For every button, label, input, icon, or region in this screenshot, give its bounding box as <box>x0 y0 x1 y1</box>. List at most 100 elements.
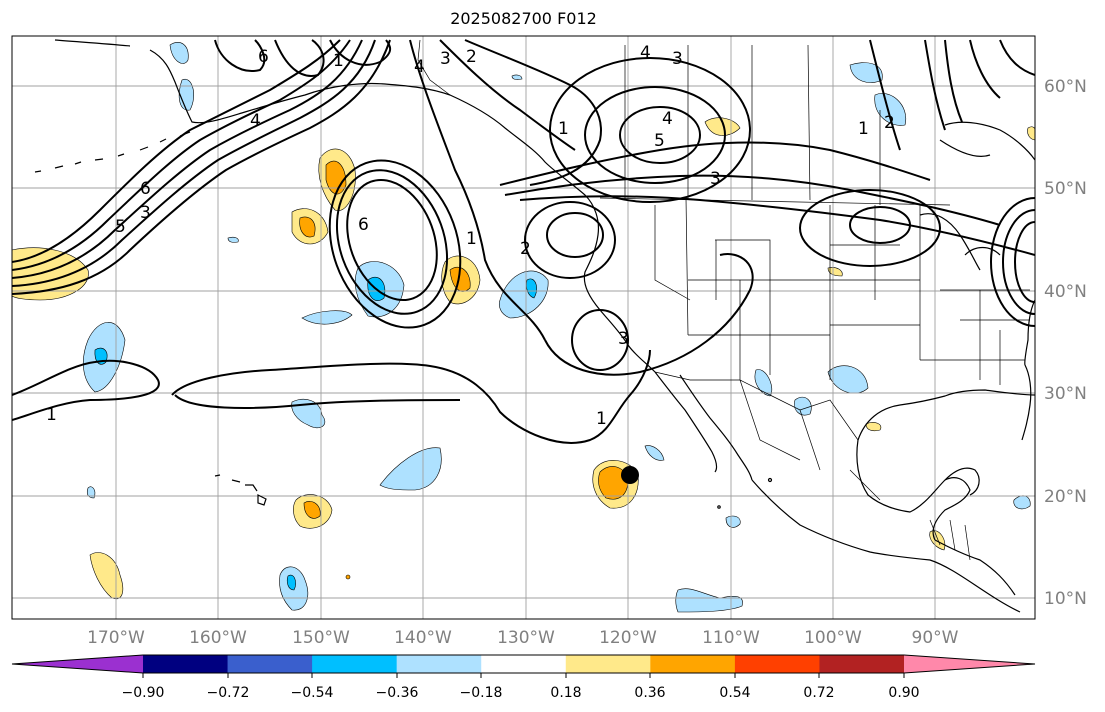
coast-alaska <box>54 39 656 373</box>
contour-label: 1 <box>466 229 477 249</box>
shade-orange-b <box>299 216 316 238</box>
coastlines <box>34 39 1035 613</box>
contour-east-low-1 <box>1014 221 1035 303</box>
colorbar-tick-label: −0.72 <box>207 685 250 701</box>
contour-label: 1 <box>558 119 569 139</box>
lat-label: 60°N <box>1044 77 1087 97</box>
border-us-canada <box>599 197 951 206</box>
contour-east-1 <box>869 39 1035 151</box>
coast-gulf <box>856 389 1035 541</box>
contour-label: 3 <box>440 49 451 69</box>
shade-yellow-k <box>1027 126 1035 141</box>
colorbar-extend-high <box>904 655 1035 673</box>
colorbar-segments <box>11 654 1036 674</box>
lon-label: 170°W <box>87 628 145 648</box>
contour-cutoff-2 <box>546 212 604 258</box>
contour-label: 4 <box>414 57 425 77</box>
lon-label: 140°W <box>394 628 452 648</box>
contour-mid-loop <box>544 253 754 376</box>
shade-blue-n <box>725 515 741 528</box>
lon-label: 130°W <box>497 628 555 648</box>
shade-yellow-g <box>89 552 124 600</box>
aleutians <box>34 131 191 173</box>
location-marker <box>621 466 639 484</box>
political-borders <box>417 39 1030 561</box>
map-frame <box>11 35 1036 620</box>
contour-label: 1 <box>858 119 869 139</box>
contour-north-b <box>274 39 325 77</box>
lon-label: 160°W <box>189 628 247 648</box>
coast-mexico <box>751 479 1021 613</box>
contour-trough-1 <box>409 39 546 341</box>
shade-yellow-i <box>865 422 882 432</box>
border-us-mexico <box>654 371 859 441</box>
shade-blue-r <box>1013 495 1031 510</box>
border-alaska <box>417 39 451 96</box>
lon-label: 110°W <box>702 628 760 648</box>
lon-label: 100°W <box>804 628 862 648</box>
lon-label: 150°W <box>292 628 350 648</box>
colorbar-tick-label: 0.90 <box>888 685 919 701</box>
lat-label: 10°N <box>1044 589 1087 609</box>
contour-east-low-2 <box>1002 209 1035 315</box>
coast-central-america <box>934 539 1016 596</box>
lat-label: 20°N <box>1044 487 1087 507</box>
contour-1-top <box>174 394 461 409</box>
shade-orange-e <box>598 466 629 500</box>
shade-blue-i <box>291 399 326 429</box>
shade-yellow-h <box>827 267 843 277</box>
contour-1-south <box>12 359 160 421</box>
contour-label: 6 <box>140 179 151 199</box>
colorbar-segment <box>819 655 905 673</box>
contour-nest-w4 <box>12 39 376 287</box>
shade-blue-q <box>827 365 869 394</box>
shade-orange-c <box>449 266 471 292</box>
contour-high-5 <box>799 189 941 267</box>
contour-east-low-3 <box>990 197 1035 327</box>
colorbar-tick-labels: −0.90 −0.72 −0.54 −0.36 −0.18 0.18 0.36 … <box>122 685 920 701</box>
contour-1-mid <box>171 349 651 444</box>
contour-label: 3 <box>672 49 683 69</box>
shade-blue-a <box>169 41 189 64</box>
contour-trough-3 <box>464 39 602 186</box>
shade-blue-h2 <box>526 278 537 299</box>
contour-label: 2 <box>884 113 895 133</box>
colorbar-tick-label: 0.36 <box>634 685 665 701</box>
shade-blue-t <box>227 236 239 243</box>
contour-ridge-1 <box>499 141 931 186</box>
contour-high-3 <box>549 57 751 203</box>
contour-label: 1 <box>596 409 607 429</box>
map-panel <box>12 36 1035 619</box>
lon-label: 120°W <box>599 628 657 648</box>
contour-label: 5 <box>115 217 126 237</box>
shade-blue-d <box>874 93 907 126</box>
contour-low-1 <box>346 178 438 302</box>
contour-low-3 <box>328 159 462 329</box>
colorbar-segment <box>650 655 736 673</box>
contour-label: 3 <box>618 329 629 349</box>
colorbar-segment <box>396 655 482 673</box>
colorbar-tick-label: 0.72 <box>803 685 834 701</box>
shade-orange-dot <box>345 574 351 580</box>
colorbar: −0.90 −0.72 −0.54 −0.36 −0.18 0.18 0.36 … <box>11 654 1036 701</box>
colorbar-segment <box>143 655 229 673</box>
colorbar-tick-label: −0.36 <box>376 685 419 701</box>
longitude-labels: 170°W 160°W 150°W 140°W 130°W 120°W 110°… <box>87 628 959 648</box>
coast-hudson <box>939 121 1035 161</box>
colorbar-extend-low <box>12 655 143 673</box>
hawaii <box>214 474 267 506</box>
contour-label-group: 1 1 1 1 1 1 2 2 2 3 3 3 3 3 4 4 4 4 5 5 … <box>46 43 895 429</box>
contour-high-1 <box>619 106 701 164</box>
lat-label: 40°N <box>1044 282 1087 302</box>
shade-blue-m <box>644 445 665 461</box>
shaded-anomaly-areas <box>12 41 1035 613</box>
colorbar-tick-label: −0.18 <box>460 685 503 701</box>
shade-blue-j <box>379 447 442 491</box>
shade-orange-a <box>325 160 347 195</box>
contour-label: 2 <box>520 239 531 259</box>
contour-label: 5 <box>654 131 665 151</box>
contour-low-2 <box>335 169 449 315</box>
colorbar-segment <box>227 655 313 673</box>
latitude-labels: 60°N 50°N 40°N 30°N 20°N 10°N <box>1044 77 1087 609</box>
shade-blue-s <box>86 486 96 499</box>
